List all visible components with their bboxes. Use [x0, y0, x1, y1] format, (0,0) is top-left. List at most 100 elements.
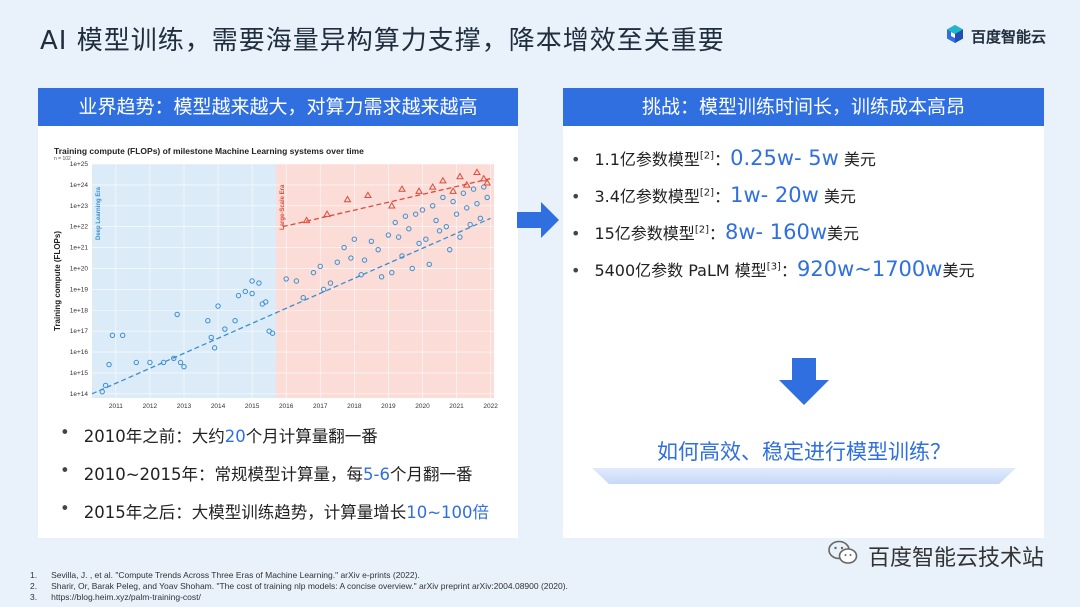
- data-point: [470, 186, 477, 192]
- bullet-icon: •: [60, 423, 70, 442]
- bullet-highlight: 10~100倍: [406, 503, 490, 522]
- challenge-panel: 挑战：模型训练时间长，训练成本高昂 • 1.1亿参数模型[2]：0.25w- 5…: [563, 88, 1044, 538]
- x-tick-label: 2021: [449, 403, 464, 410]
- data-point: [467, 221, 473, 228]
- data-point: [477, 215, 484, 222]
- reference-item: 3. https://blog.heim.xyz/palm-training-co…: [30, 592, 568, 603]
- data-point: [474, 200, 480, 207]
- bullet-text: 个月计算量翻一番: [245, 427, 378, 446]
- data-point: [436, 228, 443, 234]
- data-point: [453, 211, 460, 217]
- bullet-text: 2015年之后：大模型训练趋势，计算量增长: [83, 503, 407, 522]
- y-tick-label: 1e+19: [70, 286, 89, 293]
- data-point: [205, 317, 211, 324]
- compute-chart: Training compute (FLOPs) of milestone Ma…: [48, 146, 508, 494]
- y-tick-label: 1e+20: [70, 265, 89, 272]
- data-point: [398, 185, 406, 192]
- data-point: [242, 288, 249, 295]
- data-point: [449, 187, 457, 194]
- y-tick-label: 1e+25: [70, 161, 89, 168]
- data-point: [109, 332, 116, 339]
- data-point: [419, 207, 426, 213]
- data-point: [293, 278, 300, 284]
- bullet-highlight: 5-6: [363, 465, 390, 484]
- arrow-right-icon: [517, 200, 561, 244]
- bullet-text: 个月翻一番: [390, 465, 473, 484]
- ref-number: 3.: [30, 592, 38, 602]
- data-point: [484, 194, 490, 201]
- data-point: [323, 210, 331, 217]
- data-point: [415, 187, 423, 194]
- data-point: [387, 201, 396, 209]
- data-point: [416, 240, 422, 247]
- data-point: [364, 191, 372, 199]
- ref-number: 1.: [30, 570, 38, 580]
- data-point: [395, 234, 402, 240]
- logo: 百度智能云: [945, 24, 1046, 48]
- x-tick-label: 2020: [415, 403, 430, 410]
- x-tick-label: 2014: [211, 403, 226, 410]
- data-point: [447, 246, 453, 253]
- cost-unit: 美元: [818, 187, 856, 206]
- data-point: [464, 205, 470, 211]
- y-tick-label: 1e+17: [70, 328, 89, 335]
- x-tick-label: 2017: [313, 403, 328, 410]
- data-point: [302, 216, 311, 224]
- bullet-text: 2010年之前：大约: [83, 427, 225, 446]
- data-point: [215, 303, 221, 309]
- wechat-icon: [828, 540, 858, 572]
- trend-line: [282, 177, 491, 228]
- cost-unit: 美元: [942, 261, 975, 280]
- data-point: [402, 213, 409, 219]
- data-point: [368, 238, 375, 245]
- data-point: [320, 286, 327, 293]
- data-point: [269, 330, 276, 336]
- data-point: [174, 311, 180, 318]
- cube-icon: [945, 24, 965, 48]
- separator: ：: [714, 187, 731, 206]
- data-point: [171, 355, 177, 362]
- data-point: [389, 269, 395, 276]
- separator: ：: [708, 224, 725, 243]
- data-point: [341, 244, 347, 251]
- data-point: [334, 259, 340, 265]
- bullet-icon: •: [571, 224, 581, 243]
- x-tick-label: 2019: [381, 403, 396, 410]
- x-tick-label: 2015: [245, 403, 260, 410]
- cost-value: 920w~1700w: [796, 257, 943, 281]
- ref-text: https://blog.heim.xyz/palm-training-cost…: [51, 592, 201, 602]
- y-tick-label: 1e+14: [70, 391, 89, 398]
- data-point: [317, 263, 323, 270]
- data-point: [483, 178, 492, 186]
- chart-title: Training compute (FLOPs) of milestone Ma…: [54, 146, 364, 156]
- data-point: [300, 295, 306, 301]
- y-tick-label: 1e+24: [70, 182, 89, 189]
- cost-value: 8w- 160w: [725, 220, 828, 244]
- chart-subtitle: n = 102: [54, 156, 71, 162]
- data-point: [406, 226, 412, 232]
- cost-unit: 美元: [827, 224, 860, 243]
- era-band: [275, 164, 494, 398]
- cost-unit: 美元: [838, 150, 876, 169]
- trend-panel-header: 业界趋势：模型越来越大，对算力需求越来越高: [38, 88, 518, 126]
- question-platform: [592, 468, 1016, 484]
- bullet-icon: •: [571, 187, 581, 206]
- data-point: [462, 180, 471, 188]
- data-point: [439, 176, 447, 184]
- cost-label: 5400亿参数 PaLM 模型: [594, 261, 767, 280]
- x-tick-label: 2022: [483, 403, 498, 410]
- data-point: [426, 261, 432, 267]
- data-point: [409, 265, 415, 272]
- ref-text: Sharir, Or, Barak Peleg, and Yoav Shoham…: [51, 581, 568, 591]
- cost-label: 3.4亿参数模型: [594, 187, 700, 206]
- bullet-icon: •: [571, 150, 581, 169]
- data-point: [208, 334, 214, 341]
- data-point: [440, 194, 446, 201]
- x-tick-label: 2018: [347, 403, 362, 410]
- data-point: [310, 269, 317, 276]
- slide-title: AI 模型训练，需要海量异构算力支撑，降本增效至关重要: [40, 26, 725, 56]
- data-point: [450, 198, 456, 205]
- citation: [2]: [699, 187, 715, 199]
- data-point: [443, 223, 450, 230]
- reference-item: 2. Sharir, Or, Barak Peleg, and Yoav Shoh…: [30, 581, 568, 592]
